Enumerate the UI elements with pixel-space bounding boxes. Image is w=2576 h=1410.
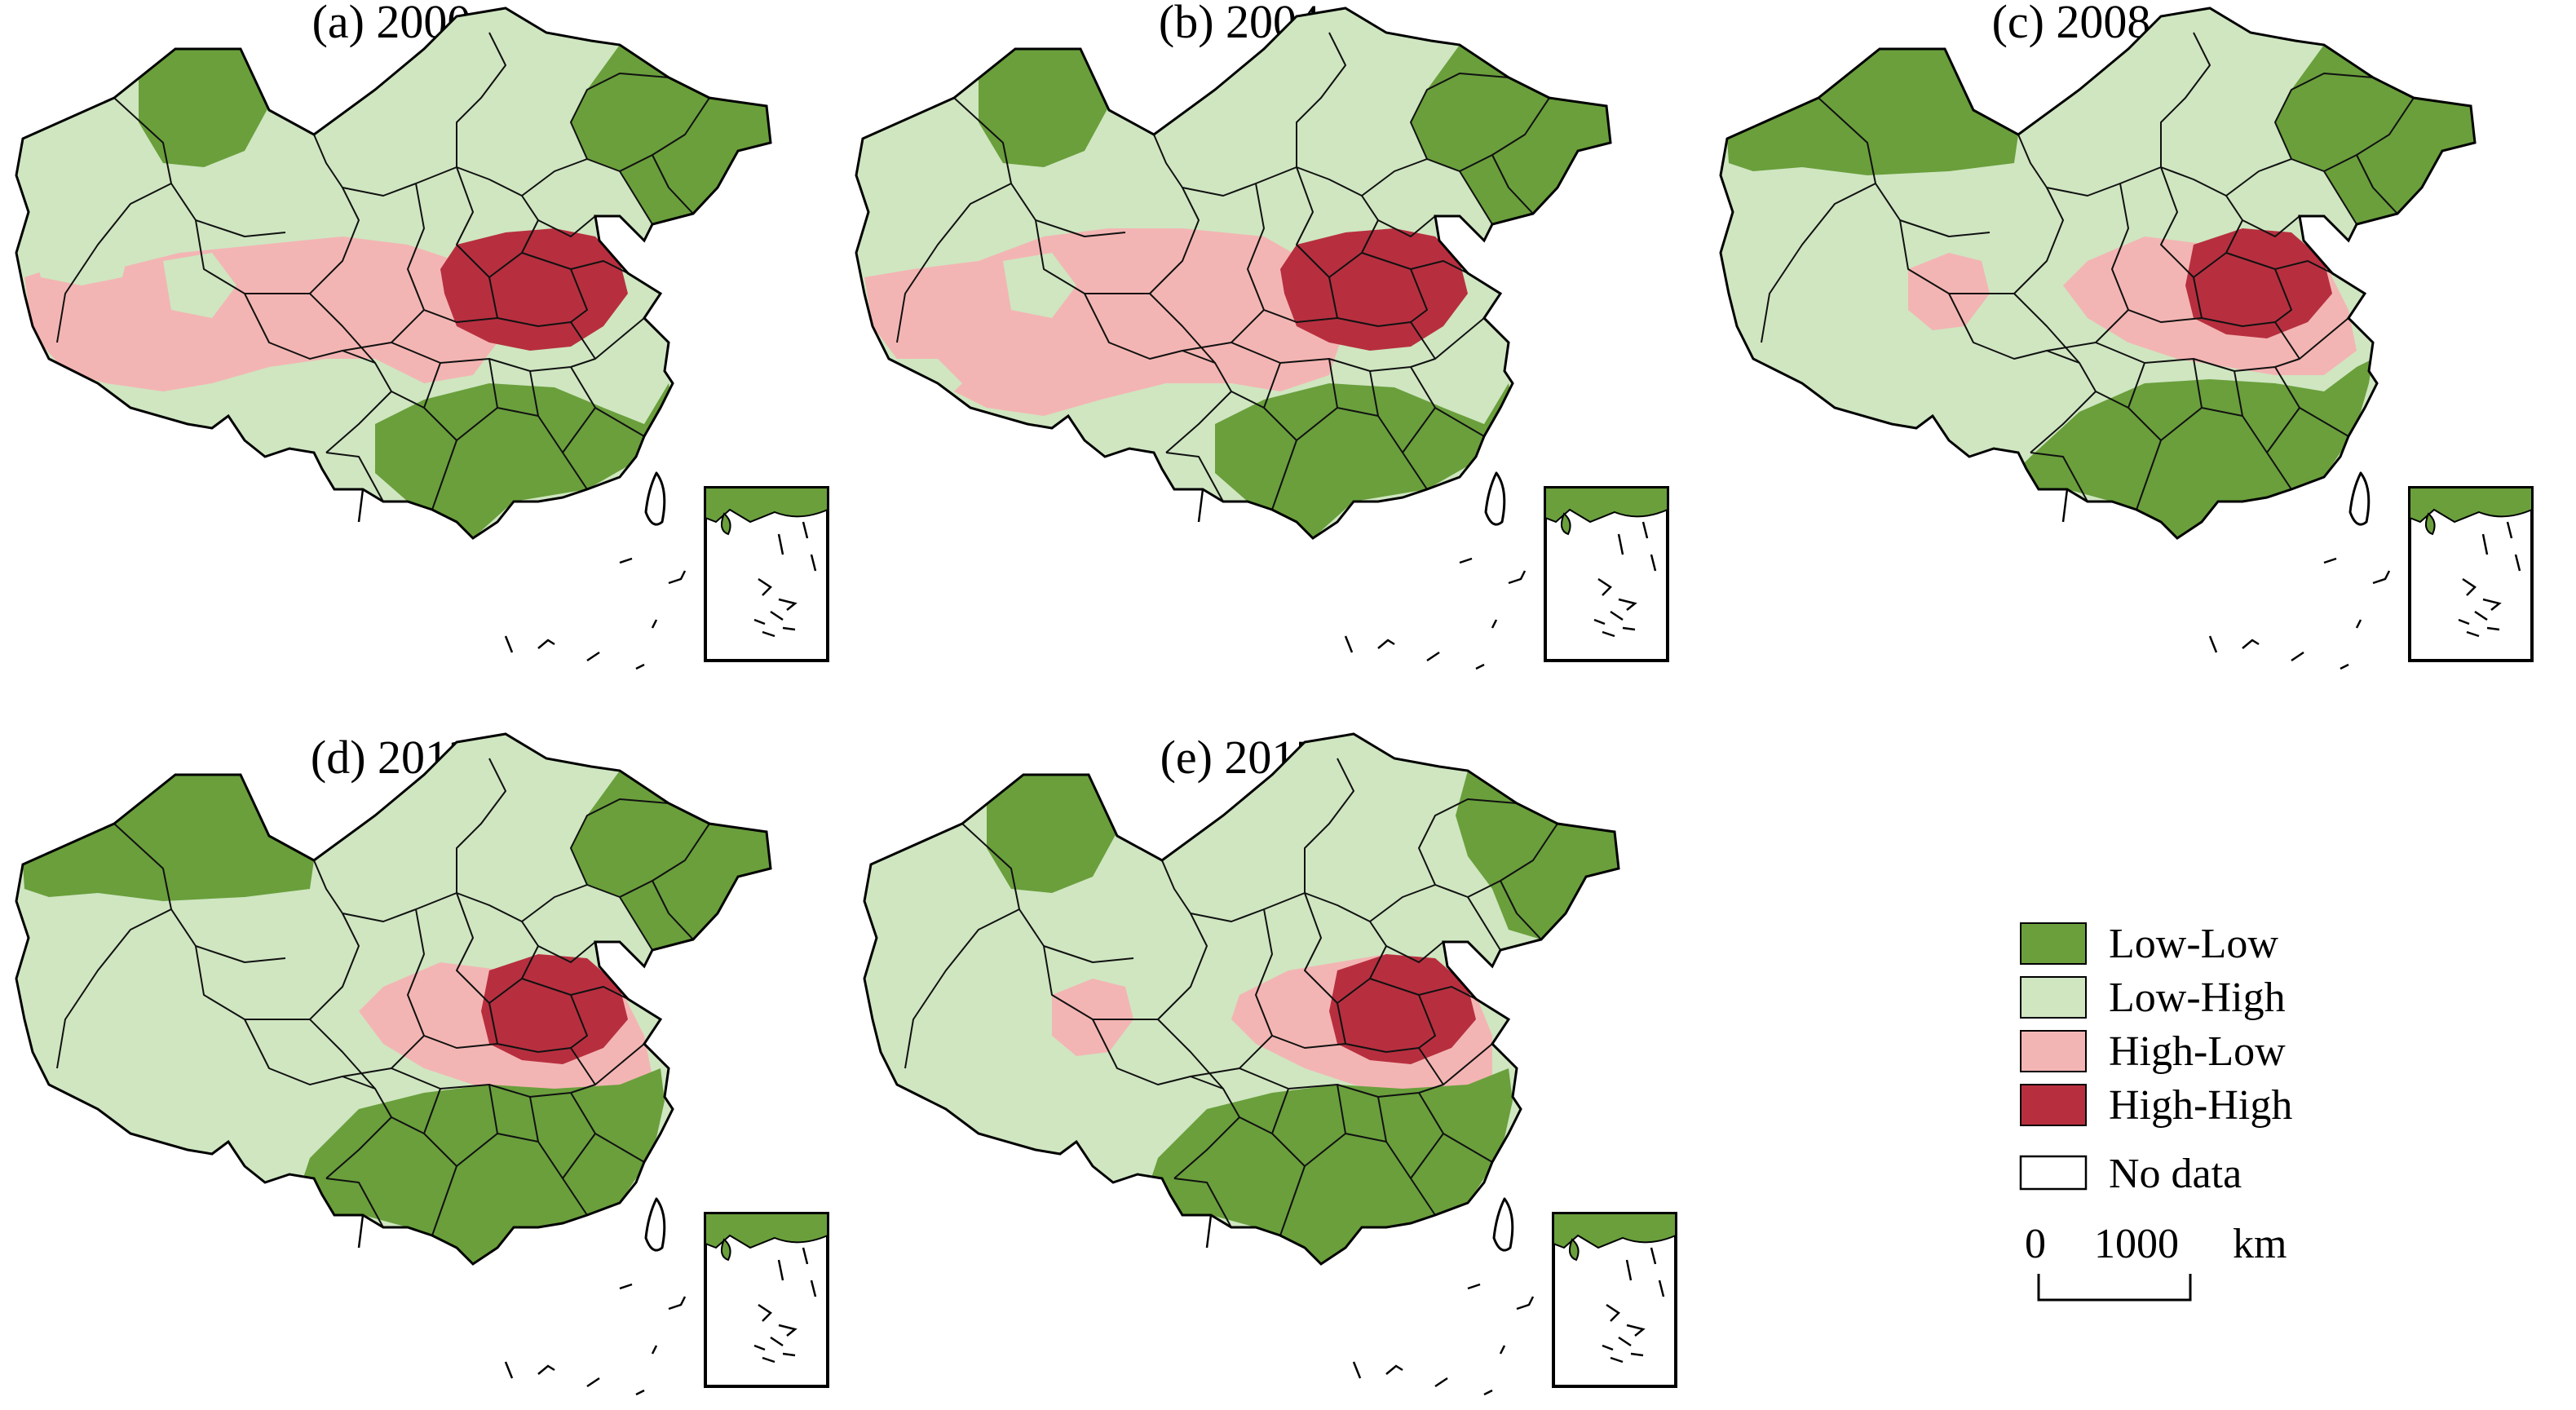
legend-swatch-no-data — [2019, 1155, 2088, 1191]
cluster-patches — [864, 45, 1611, 538]
map-panel-2015 — [863, 732, 1677, 1396]
south-china-sea-inset — [1552, 1212, 1677, 1388]
cluster-patches — [1727, 45, 2475, 538]
scale-bar-end: 1000 — [2094, 1221, 2179, 1267]
legend-swatch-low-high — [2020, 976, 2087, 1019]
cluster-high-high — [440, 228, 628, 351]
cluster-low-low — [979, 49, 1109, 167]
legend-label-high-high: High-High — [2109, 1082, 2292, 1129]
cluster-low-low — [1411, 45, 1611, 224]
south-china-sea-inset — [2408, 486, 2534, 662]
cluster-patches — [23, 771, 771, 1264]
legend: Low-Low Low-High High-Low High-High No d… — [2019, 921, 2292, 1197]
legend-label-high-low: High-Low — [2109, 1028, 2286, 1075]
scale-bar-start: 0 — [2025, 1221, 2046, 1267]
map-panel-2004 — [855, 7, 1669, 670]
cluster-low-low — [294, 1068, 665, 1264]
south-china-sea-inset — [704, 1212, 829, 1388]
cluster-low-low — [2275, 45, 2475, 224]
cluster-low-low — [1215, 383, 1513, 538]
legend-label-no-data: No data — [2109, 1151, 2242, 1197]
cluster-patches — [24, 45, 771, 538]
map-panel-2008 — [1719, 7, 2534, 670]
scale-bar: 0 1000 km — [2025, 1221, 2287, 1302]
legend-swatch-high-high — [2020, 1084, 2087, 1126]
scale-bar-unit: km — [2233, 1221, 2287, 1267]
cluster-high-low — [1908, 253, 1990, 330]
cluster-high-low — [1052, 979, 1133, 1056]
cluster-high-low — [24, 236, 497, 391]
cluster-low-high — [163, 253, 236, 318]
cluster-high-low — [864, 228, 1345, 416]
cluster-low-low — [139, 49, 269, 167]
cluster-low-low — [1727, 49, 2018, 175]
legend-label-low-high: Low-High — [2109, 975, 2286, 1021]
cluster-low-low — [1998, 359, 2373, 538]
map-panel-2012 — [15, 732, 829, 1396]
legend-label-low-low: Low-Low — [2109, 921, 2278, 967]
cluster-low-high — [1003, 253, 1076, 318]
cluster-low-low — [375, 383, 673, 538]
south-china-sea-inset — [1544, 486, 1669, 662]
legend-swatch-high-low — [2020, 1030, 2087, 1072]
panel-title-c: (c) 2008 — [1992, 0, 2151, 48]
cluster-low-low — [571, 45, 771, 224]
south-china-sea-inset — [704, 486, 829, 662]
cluster-low-high — [33, 228, 130, 285]
cluster-high-high — [1280, 228, 1468, 351]
scale-bar-line — [2037, 1274, 2192, 1302]
cluster-low-low — [571, 771, 771, 950]
map-panel-2000 — [15, 7, 829, 670]
cluster-low-low — [1142, 1068, 1513, 1264]
cluster-low-low — [23, 775, 314, 901]
cluster-low-low — [987, 775, 1117, 893]
legend-swatch-low-low — [2020, 922, 2087, 965]
